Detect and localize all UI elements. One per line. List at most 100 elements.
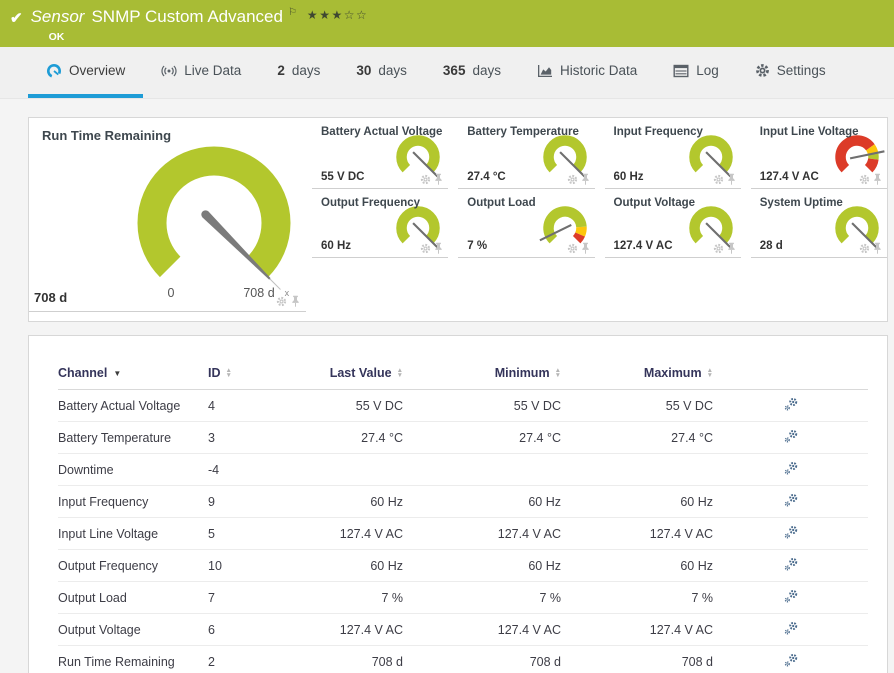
gauge-pin-icon[interactable]	[434, 242, 443, 254]
gauge-pin-icon[interactable]	[291, 295, 300, 307]
edit-channel-gears-icon[interactable]	[783, 429, 799, 444]
gauge-settings-icon[interactable]	[859, 174, 870, 185]
cell-last-value: 127.4 V AC	[306, 517, 418, 550]
gauge-pin-icon[interactable]	[727, 173, 736, 185]
gauge-pin-icon[interactable]	[434, 173, 443, 185]
edit-channel-gears-icon[interactable]	[783, 653, 799, 668]
tab-2-days[interactable]: 2 days	[259, 47, 338, 98]
sort-icon: ▲ ▼	[706, 366, 713, 379]
tab-bar: Overview Live Data 2 days 30 days 365 days Histo…	[0, 47, 894, 99]
cell-last-value: 7 %	[306, 581, 418, 614]
gauge-title: Output Load	[467, 197, 536, 209]
cell-edit[interactable]	[728, 581, 868, 614]
gauge-settings-icon[interactable]	[859, 243, 870, 254]
gauge-value: 60 Hz	[321, 240, 352, 252]
gauge-title: Output Voltage	[613, 197, 696, 209]
gauge-title: Input Frequency	[613, 126, 703, 138]
edit-channel-gears-icon[interactable]	[783, 621, 799, 636]
column-header-id[interactable]: ID ▲ ▼	[208, 358, 306, 390]
svg-text:x: x	[285, 288, 290, 298]
tab-settings[interactable]: Settings	[737, 47, 844, 98]
cell-channel[interactable]: Output Voltage	[58, 613, 208, 646]
cell-id: -4	[208, 453, 306, 486]
column-header-channel[interactable]: Channel ▼	[58, 358, 208, 390]
gauge-settings-icon[interactable]	[567, 174, 578, 185]
tab-log[interactable]: Log	[655, 47, 737, 98]
cell-last-value: 60 Hz	[306, 485, 418, 518]
gauge-settings-icon[interactable]	[420, 174, 431, 185]
gauge-settings-icon[interactable]	[567, 243, 578, 254]
tab-number: 365	[442, 63, 466, 78]
tab-overview[interactable]: Overview	[28, 47, 144, 98]
cell-maximum: 127.4 V AC	[576, 517, 728, 550]
cell-id: 5	[208, 517, 306, 550]
column-header-maximum[interactable]: Maximum ▲ ▼	[576, 358, 728, 390]
gauge-card-input-line-voltage: Input Line Voltage 127.4 V AC	[750, 118, 887, 189]
tab-365-days[interactable]: 365 days	[425, 47, 519, 98]
status-badge: OK	[48, 31, 65, 43]
edit-channel-gears-icon[interactable]	[783, 525, 799, 540]
sort-desc-icon: ▼	[113, 369, 122, 379]
gauge-settings-icon[interactable]	[713, 243, 724, 254]
cell-edit[interactable]	[728, 421, 868, 454]
gauge-actions	[567, 173, 590, 185]
cell-channel[interactable]: Output Load	[58, 581, 208, 614]
cell-channel[interactable]: Output Frequency	[58, 549, 208, 582]
tab-label: Log	[696, 63, 719, 78]
sort-icon: ▲ ▼	[225, 366, 232, 379]
star-icon: ☆	[343, 8, 356, 22]
status-ok-check-icon: ✔	[10, 10, 23, 27]
column-header-minimum[interactable]: Minimum ▲ ▼	[418, 358, 576, 390]
gauge-pin-icon[interactable]	[581, 242, 590, 254]
gauge-scale-max: 708 d	[243, 286, 274, 300]
gauge-dial	[835, 206, 879, 249]
tab-label: days	[378, 63, 407, 78]
gauge-card-output-load: Output Load 7 %	[458, 189, 595, 258]
cell-edit[interactable]	[728, 645, 868, 673]
gauge-pin-icon[interactable]	[873, 242, 882, 254]
gauge-actions	[859, 242, 882, 254]
gauge-card-output-frequency: Output Frequency 60 Hz	[312, 189, 449, 258]
gauge-card-input-frequency: Input Frequency 60 Hz	[604, 118, 741, 189]
edit-channel-gears-icon[interactable]	[783, 461, 799, 476]
cell-channel[interactable]: Input Frequency	[58, 485, 208, 518]
cell-edit[interactable]	[728, 517, 868, 550]
tab-historic-data[interactable]: Historic Data	[519, 47, 655, 98]
priority-stars[interactable]: ★★★☆☆	[307, 6, 368, 25]
gauge-actions	[567, 242, 590, 254]
sensor-type-label: Sensor	[30, 7, 85, 26]
cell-channel[interactable]: Run Time Remaining	[58, 645, 208, 673]
edit-channel-gears-icon[interactable]	[783, 589, 799, 604]
cell-edit[interactable]	[728, 549, 868, 582]
edit-channel-gears-icon[interactable]	[783, 397, 799, 412]
gauge-actions	[859, 173, 882, 185]
cell-channel[interactable]: Battery Temperature	[58, 421, 208, 454]
log-icon	[673, 64, 689, 77]
column-header-actions[interactable]	[728, 358, 868, 390]
gauge-pin-icon[interactable]	[581, 173, 590, 185]
cell-minimum: 7 %	[418, 581, 576, 614]
column-header-last-value[interactable]: Last Value ▲ ▼	[306, 358, 418, 390]
edit-channel-gears-icon[interactable]	[783, 557, 799, 572]
tab-live-data[interactable]: Live Data	[143, 47, 259, 98]
flag-icon[interactable]: ⚐	[287, 7, 297, 18]
cell-edit[interactable]	[728, 453, 868, 486]
gauge-pin-icon[interactable]	[873, 173, 882, 185]
cell-channel[interactable]: Input Line Voltage	[58, 517, 208, 550]
cell-edit[interactable]	[728, 485, 868, 518]
cell-channel[interactable]: Downtime	[58, 453, 208, 486]
cell-id: 6	[208, 613, 306, 646]
gauge-pin-icon[interactable]	[727, 242, 736, 254]
gauge-settings-icon[interactable]	[713, 174, 724, 185]
small-gauges-grid: Battery Actual Voltage 55 V DC Battery Tem…	[312, 118, 887, 321]
cell-channel[interactable]: Battery Actual Voltage	[58, 389, 208, 422]
tab-30-days[interactable]: 30 days	[338, 47, 425, 98]
gauge-dial	[396, 206, 440, 249]
gauge-settings-icon[interactable]	[420, 243, 431, 254]
cell-edit[interactable]	[728, 613, 868, 646]
gauge-settings-icon[interactable]	[276, 296, 287, 307]
cell-edit[interactable]	[728, 389, 868, 422]
table-row: Output Frequency 10 60 Hz 60 Hz 60 Hz	[58, 549, 868, 582]
gear-icon	[755, 64, 769, 77]
edit-channel-gears-icon[interactable]	[783, 493, 799, 508]
